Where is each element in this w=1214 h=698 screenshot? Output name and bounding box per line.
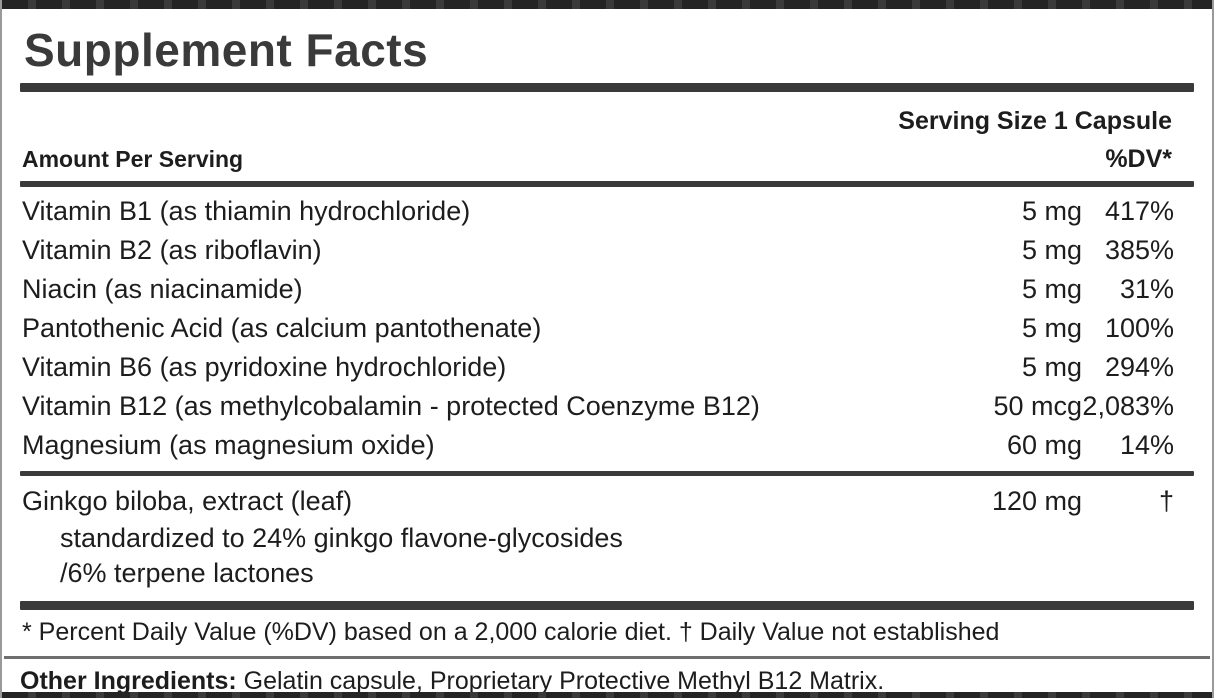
nutrient-dv: 14% — [1119, 429, 1174, 460]
botanical-sub-line: /6% terpene lactones — [60, 557, 314, 588]
percent-dv-header: %DV* — [1105, 144, 1172, 173]
nutrient-amount: 5 mg — [1021, 195, 1082, 226]
nutrient-row: Vitamin B12 (as methylcobalamin - protec… — [20, 387, 1194, 426]
other-ingredients-text: Gelatin capsule, Proprietary Protective … — [236, 667, 885, 695]
panel-title: Supplement Facts — [24, 24, 429, 76]
nutrient-amount: 5 mg — [1021, 273, 1082, 304]
footnote-divider-bar — [20, 600, 1194, 610]
nutrient-rows: Vitamin B1 (as thiamin hydrochloride) 5 … — [20, 187, 1194, 471]
botanical-dv-dagger: † — [1158, 485, 1174, 516]
title-divider-bar — [20, 83, 1194, 93]
botanical-amount: 120 mg — [991, 485, 1082, 516]
botanical-name: Ginkgo biloba, extract (leaf) — [22, 485, 353, 516]
nutrient-dv: 294% — [1104, 351, 1174, 382]
header-divider-bar — [20, 180, 1194, 187]
nutrient-amount: 50 mcg — [993, 390, 1082, 421]
nutrient-row: Niacin (as niacinamide) 5 mg 31% — [20, 270, 1194, 309]
nutrient-row: Vitamin B2 (as riboflavin) 5 mg 385% — [20, 231, 1194, 270]
other-ingredients-label: Other Ingredients: — [20, 667, 237, 695]
nutrient-dv: 417% — [1104, 195, 1174, 226]
nutrient-amount: 60 mg — [1006, 429, 1082, 460]
nutrient-name: Niacin (as niacinamide) — [22, 273, 303, 304]
botanical-row: Ginkgo biloba, extract (leaf) 120 mg † — [20, 482, 1194, 521]
nutrient-name: Vitamin B1 (as thiamin hydrochloride) — [22, 195, 471, 226]
nutrient-name: Magnesium (as magnesium oxide) — [22, 429, 435, 460]
nutrient-name: Vitamin B6 (as pyridoxine hydrochloride) — [22, 351, 507, 382]
botanical-sub-lines: standardized to 24% ginkgo flavone-glyco… — [20, 521, 1194, 591]
botanical-section: Ginkgo biloba, extract (leaf) 120 mg † s… — [20, 476, 1194, 599]
botanical-sub-line: standardized to 24% ginkgo flavone-glyco… — [60, 522, 623, 553]
nutrient-dv: 2,083% — [1082, 390, 1174, 421]
nutrient-name: Pantothenic Acid (as calcium pantothenat… — [22, 312, 542, 343]
column-header-row: Amount Per Serving %DV* — [20, 136, 1194, 181]
amount-per-serving-header: Amount Per Serving — [22, 145, 244, 172]
nutrient-name: Vitamin B12 (as methylcobalamin - protec… — [22, 390, 760, 421]
nutrient-row: Pantothenic Acid (as calcium pantothenat… — [20, 309, 1194, 348]
dv-footnote: * Percent Daily Value (%DV) based on a 2… — [22, 617, 1000, 646]
nutrient-dv: 385% — [1104, 234, 1174, 265]
nutrient-row: Vitamin B6 (as pyridoxine hydrochloride)… — [20, 348, 1194, 387]
nutrient-dv: 31% — [1119, 273, 1174, 304]
nutrient-row: Magnesium (as magnesium oxide) 60 mg 14% — [20, 426, 1194, 465]
other-ingredients-line: Other Ingredients: Gelatin capsule, Prop… — [20, 666, 1194, 696]
nutrient-amount: 5 mg — [1021, 312, 1082, 343]
top-edge-strip — [2, 0, 1212, 9]
nutrient-name: Vitamin B2 (as riboflavin) — [22, 234, 322, 265]
bottom-edge-strip — [2, 692, 1212, 698]
nutrient-amount: 5 mg — [1021, 351, 1082, 382]
nutrient-amount: 5 mg — [1021, 234, 1082, 265]
nutrient-row: Vitamin B1 (as thiamin hydrochloride) 5 … — [20, 192, 1194, 231]
serving-size: Serving Size 1 Capsule — [898, 107, 1172, 136]
minerals-divider-bar — [20, 470, 1194, 476]
supplement-facts-panel: Supplement Facts Serving Size 1 Capsule … — [4, 9, 1210, 659]
nutrient-dv: 100% — [1104, 312, 1174, 343]
